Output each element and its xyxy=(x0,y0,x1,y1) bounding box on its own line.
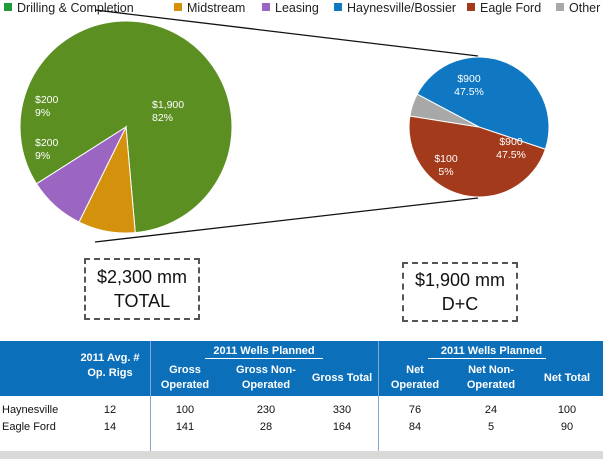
group-header-gross: 2011 Wells Planned xyxy=(213,345,315,357)
pie-charts: $1,90082%$2009%$2009%$90047.5%$90047.5%$… xyxy=(19,9,550,243)
table-row: Eagle Ford 14 141 28 164 84 5 90 xyxy=(0,419,603,435)
col-header-net-non-operated: Net Non-Operated xyxy=(466,364,516,391)
table-cell: 28 xyxy=(259,421,273,433)
pie-slice xyxy=(35,125,128,223)
legend: Drilling & Completion Midstream Leasing … xyxy=(0,0,603,18)
wells-table: 2011 Avg. # Op. Rigs 2011 Wells Planned … xyxy=(0,341,603,459)
table-cell: 24 xyxy=(484,404,498,416)
group-underline xyxy=(205,358,323,359)
slice-value-label: $900 xyxy=(457,73,481,85)
connector-line-bottom xyxy=(94,197,479,243)
slice-percent-label: 47.5% xyxy=(454,86,484,98)
total-amount: $1,900 mm xyxy=(414,270,506,290)
row-label: Haynesville xyxy=(2,404,59,416)
col-header-gross-non-operated: Gross Non-Operated xyxy=(236,364,296,391)
legend-item-other: Other xyxy=(556,1,600,15)
slice-percent-label: 47.5% xyxy=(496,149,526,161)
table-cell: 164 xyxy=(332,421,352,433)
table-cell: 5 xyxy=(487,421,495,433)
legend-swatch xyxy=(556,3,564,11)
total-box-left: $2,300 mm TOTAL xyxy=(84,258,200,320)
column-divider xyxy=(378,341,379,451)
legend-item-leasing: Leasing xyxy=(262,1,319,15)
slice-percent-label: 9% xyxy=(35,107,50,119)
table-cell: 14 xyxy=(103,421,117,433)
slice-value-label: $900 xyxy=(499,136,523,148)
group-header-net: 2011 Wells Planned xyxy=(440,345,543,357)
col-header-net-operated: Net Operated xyxy=(390,364,440,391)
legend-item-midstream: Midstream xyxy=(174,1,245,15)
legend-swatch xyxy=(262,3,270,11)
group-underline xyxy=(428,358,546,359)
table-cell: 84 xyxy=(408,421,422,433)
legend-swatch xyxy=(4,3,12,11)
legend-item-eagle-ford: Eagle Ford xyxy=(467,1,541,15)
col-header-gross-operated: Gross Operated xyxy=(160,364,210,391)
table-cell: 230 xyxy=(256,404,276,416)
slice-percent-label: 5% xyxy=(438,166,453,178)
table-cell: 100 xyxy=(175,404,195,416)
slice-percent-label: 82% xyxy=(152,112,173,124)
col-header-rigs: 2011 Avg. # Op. Rigs xyxy=(80,352,140,379)
table-cell: 12 xyxy=(103,404,117,416)
column-divider xyxy=(150,341,151,451)
total-box-right: $1,900 mm D+C xyxy=(402,262,518,322)
connector-line-top xyxy=(94,9,479,57)
total-caption: D+C xyxy=(441,294,479,314)
table-row: Haynesville 12 100 230 330 76 24 100 xyxy=(0,402,603,418)
table-cell: 90 xyxy=(560,421,574,433)
pie-slice xyxy=(409,93,480,128)
total-amount: $2,300 mm xyxy=(96,267,188,287)
legend-swatch xyxy=(174,3,182,11)
slice-value-label: $200 xyxy=(35,94,59,106)
row-label: Eagle Ford xyxy=(2,421,56,433)
col-header-net-total: Net Total xyxy=(543,372,591,384)
table-cell: 76 xyxy=(408,404,422,416)
legend-swatch xyxy=(334,3,342,11)
table-cell: 141 xyxy=(175,421,195,433)
table-cell: 100 xyxy=(557,404,577,416)
table-footer-bar xyxy=(0,451,603,459)
table-cell: 330 xyxy=(332,404,352,416)
pie-slice xyxy=(408,115,547,198)
pie-slice xyxy=(416,56,550,150)
slice-value-label: $1,900 xyxy=(152,99,184,111)
legend-item-haynesville: Haynesville/Bossier xyxy=(334,1,456,15)
total-caption: TOTAL xyxy=(113,291,171,311)
slice-value-label: $200 xyxy=(35,137,59,149)
slice-percent-label: 9% xyxy=(35,150,50,162)
legend-swatch xyxy=(467,3,475,11)
table-header: 2011 Avg. # Op. Rigs 2011 Wells Planned … xyxy=(0,341,603,396)
col-header-gross-total: Gross Total xyxy=(311,372,373,384)
slice-value-label: $100 xyxy=(434,153,458,165)
